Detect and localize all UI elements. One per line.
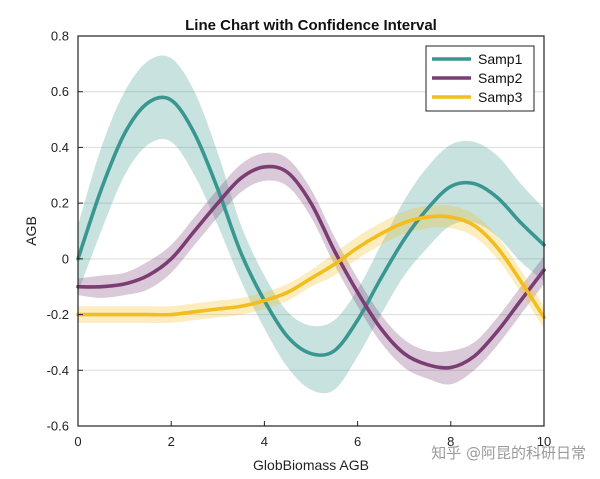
watermark-text: 知乎 @阿昆的科研日常	[431, 444, 586, 462]
axis-ticks: -0.6 -0.4 -0.2 0 0.2 0.4 0.6 0.8 0 2 4 6 8 10	[47, 29, 552, 450]
y-tick-label: 0.4	[51, 140, 69, 155]
y-tick-label: -0.6	[47, 419, 69, 434]
y-tick-label: 0	[62, 251, 69, 266]
x-tick-label: 6	[354, 434, 361, 449]
chart-title: Line Chart with Confidence Interval	[185, 17, 437, 34]
y-axis-label: AGB	[23, 216, 39, 246]
y-tick-label: -0.2	[47, 307, 69, 322]
y-tick-label: -0.4	[47, 363, 69, 378]
plot-frame	[77, 35, 545, 427]
y-tick-label: 0.8	[51, 29, 69, 44]
series-line-samp1	[76, 95, 546, 357]
x-tick-label: 4	[261, 434, 268, 449]
x-tick-label: 8	[447, 434, 454, 449]
series-line-samp2	[76, 164, 546, 370]
x-tick-label: 2	[168, 434, 175, 449]
x-axis-label: GlobBiomass AGB	[253, 457, 369, 473]
x-tick-label: 10	[537, 434, 551, 449]
legend-label-samp3: Samp3	[478, 89, 523, 105]
x-tick-label: 0	[74, 434, 81, 449]
y-tick-label: 0.2	[51, 196, 69, 211]
legend: Samp1 Samp2 Samp3	[425, 45, 535, 112]
series-lines	[76, 95, 546, 370]
legend-label-samp2: Samp2	[478, 70, 523, 86]
confidence-band-samp2	[78, 152, 544, 385]
confidence-band-samp1	[78, 55, 544, 394]
series-line-samp3	[76, 214, 546, 320]
legend-label-samp1: Samp1	[478, 51, 523, 67]
y-tick-label: 0.6	[51, 84, 69, 99]
